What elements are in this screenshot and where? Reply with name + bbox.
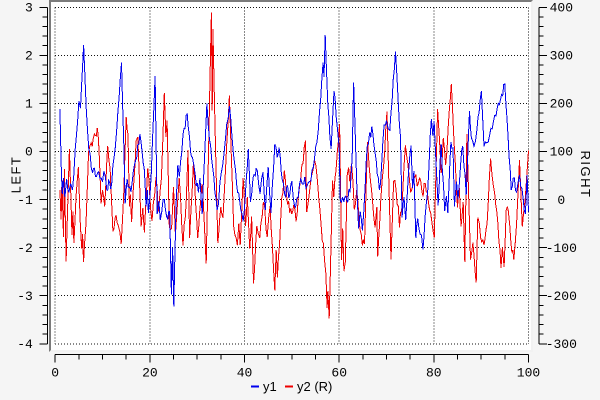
svg-text:-3: -3 bbox=[17, 289, 33, 304]
svg-text:RIGHT: RIGHT bbox=[578, 151, 593, 199]
svg-text:0: 0 bbox=[557, 193, 565, 208]
svg-text:y2 (R): y2 (R) bbox=[297, 379, 332, 394]
svg-text:1: 1 bbox=[25, 97, 33, 112]
svg-text:y1: y1 bbox=[263, 379, 277, 394]
svg-text:-300: -300 bbox=[546, 337, 577, 352]
svg-text:0: 0 bbox=[25, 145, 33, 160]
svg-text:20: 20 bbox=[142, 366, 158, 381]
svg-text:-2: -2 bbox=[17, 241, 33, 256]
svg-text:80: 80 bbox=[426, 366, 442, 381]
svg-text:400: 400 bbox=[550, 1, 573, 16]
svg-text:LEFT: LEFT bbox=[9, 156, 24, 194]
svg-text:-200: -200 bbox=[546, 289, 577, 304]
svg-text:-100: -100 bbox=[546, 241, 577, 256]
svg-text:60: 60 bbox=[331, 366, 347, 381]
svg-text:300: 300 bbox=[550, 49, 573, 64]
svg-text:0: 0 bbox=[51, 366, 59, 381]
svg-text:2: 2 bbox=[25, 49, 33, 64]
svg-text:100: 100 bbox=[517, 366, 540, 381]
svg-text:-1: -1 bbox=[17, 193, 33, 208]
svg-text:3: 3 bbox=[25, 1, 33, 16]
svg-text:200: 200 bbox=[550, 97, 573, 112]
svg-text:-4: -4 bbox=[17, 337, 33, 352]
svg-text:40: 40 bbox=[237, 366, 253, 381]
svg-text:100: 100 bbox=[550, 145, 573, 160]
